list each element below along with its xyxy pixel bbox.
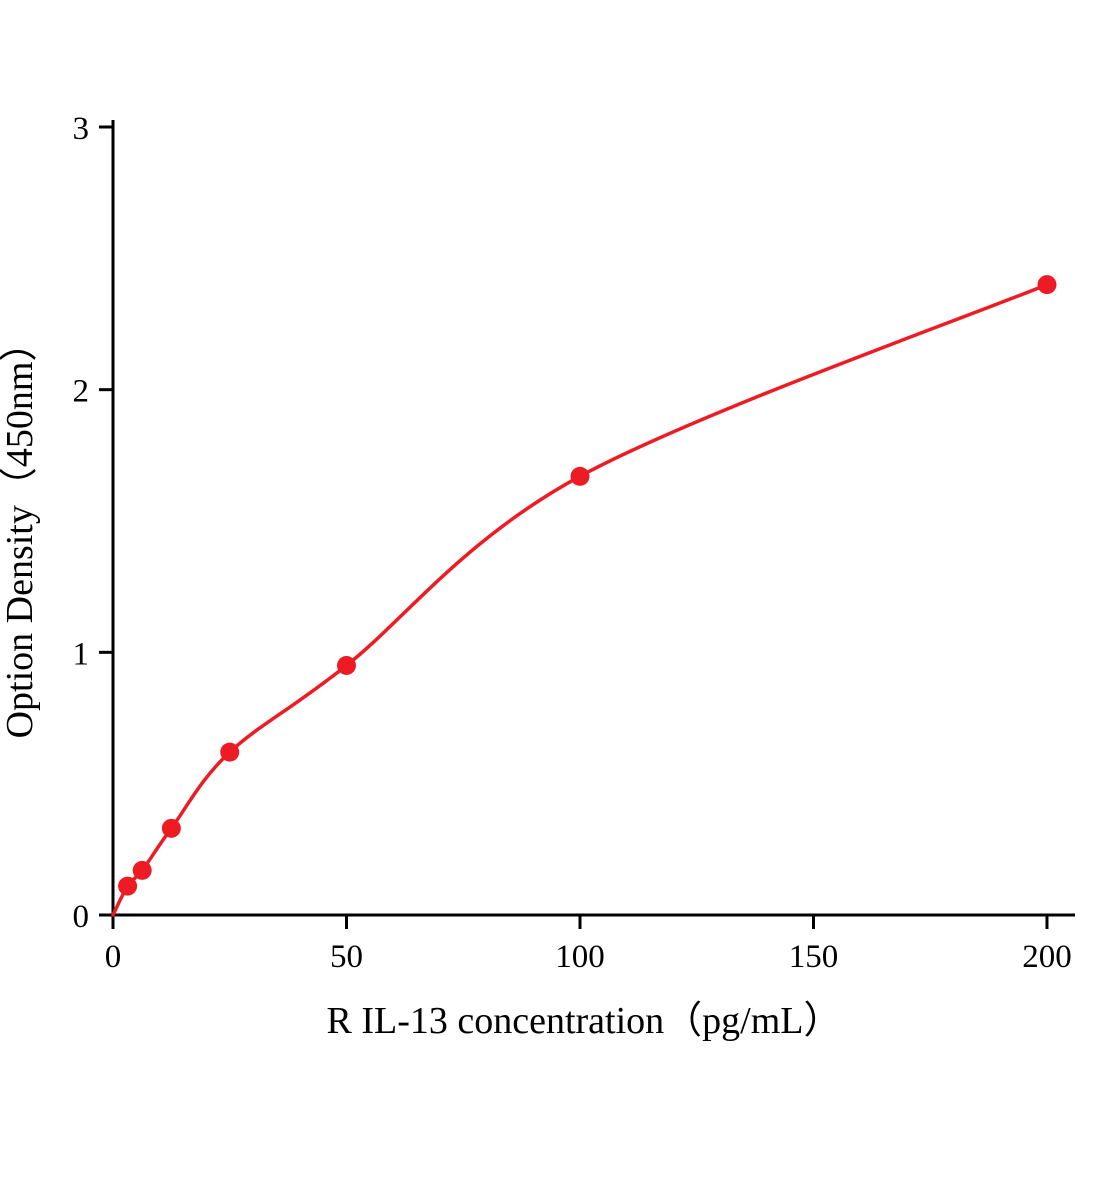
x-tick-label: 100 xyxy=(555,939,605,975)
y-tick-label: 2 xyxy=(73,374,90,410)
axes xyxy=(111,120,1075,917)
y-tick-label: 3 xyxy=(73,111,90,147)
data-point xyxy=(161,818,181,838)
data-point xyxy=(336,655,356,675)
x-tick-label: 0 xyxy=(105,939,122,975)
tick-marks xyxy=(99,125,1049,929)
data-point xyxy=(1037,275,1057,295)
x-axis-label: R IL-13 concentration（pg/mL） xyxy=(327,1000,842,1042)
data-point xyxy=(132,860,152,880)
y-tick-label: 1 xyxy=(73,636,90,672)
x-tick-label: 200 xyxy=(1022,939,1072,975)
data-point xyxy=(220,742,240,762)
data-points xyxy=(118,275,1057,896)
y-axis-label: Option Density（450nm） xyxy=(0,324,41,739)
series-curve xyxy=(111,282,1049,917)
data-point xyxy=(118,876,138,896)
tick-labels: 0 50 100 150 200 0 1 2 3 xyxy=(73,111,1072,975)
fitted-curve xyxy=(111,282,1049,917)
y-tick-label: 0 xyxy=(73,899,90,935)
data-point xyxy=(570,466,590,486)
x-tick-label: 50 xyxy=(330,939,363,975)
x-tick-label: 150 xyxy=(789,939,839,975)
